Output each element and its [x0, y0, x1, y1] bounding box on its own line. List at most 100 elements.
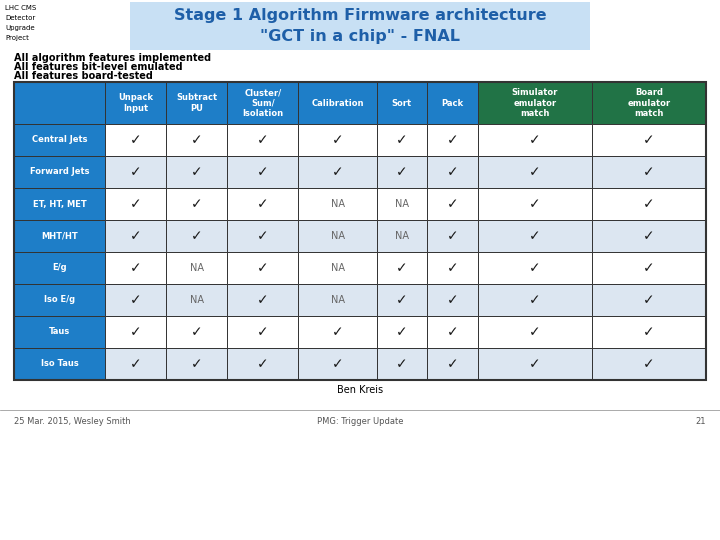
FancyBboxPatch shape — [14, 124, 105, 156]
Text: ✓: ✓ — [529, 293, 541, 307]
Text: ✓: ✓ — [130, 165, 142, 179]
FancyBboxPatch shape — [427, 188, 477, 220]
FancyBboxPatch shape — [298, 124, 377, 156]
FancyBboxPatch shape — [298, 220, 377, 252]
FancyBboxPatch shape — [227, 316, 298, 348]
FancyBboxPatch shape — [377, 188, 427, 220]
FancyBboxPatch shape — [298, 348, 377, 380]
Text: PMG: Trigger Update: PMG: Trigger Update — [317, 417, 403, 427]
Text: NA: NA — [395, 231, 409, 241]
FancyBboxPatch shape — [14, 156, 105, 188]
Text: ✓: ✓ — [643, 229, 654, 243]
FancyBboxPatch shape — [477, 124, 592, 156]
FancyBboxPatch shape — [427, 82, 477, 124]
Text: Ben Kreis: Ben Kreis — [337, 385, 383, 395]
FancyBboxPatch shape — [427, 220, 477, 252]
Text: Sort: Sort — [392, 98, 412, 107]
FancyBboxPatch shape — [298, 156, 377, 188]
FancyBboxPatch shape — [298, 252, 377, 284]
FancyBboxPatch shape — [14, 316, 105, 348]
Text: Forward Jets: Forward Jets — [30, 167, 89, 177]
Text: 21: 21 — [696, 417, 706, 427]
Text: ✓: ✓ — [446, 133, 458, 147]
FancyBboxPatch shape — [227, 284, 298, 316]
FancyBboxPatch shape — [477, 252, 592, 284]
Text: Detector: Detector — [5, 15, 35, 21]
FancyBboxPatch shape — [14, 82, 105, 124]
FancyBboxPatch shape — [477, 188, 592, 220]
Text: ✓: ✓ — [529, 357, 541, 371]
Text: ✓: ✓ — [446, 261, 458, 275]
FancyBboxPatch shape — [105, 252, 166, 284]
FancyBboxPatch shape — [477, 82, 592, 124]
Text: ✓: ✓ — [332, 357, 343, 371]
Text: ✓: ✓ — [446, 197, 458, 211]
Text: Iso E/g: Iso E/g — [44, 295, 75, 305]
FancyBboxPatch shape — [477, 284, 592, 316]
Text: 25 Mar. 2015, Wesley Smith: 25 Mar. 2015, Wesley Smith — [14, 417, 131, 427]
FancyBboxPatch shape — [592, 348, 706, 380]
FancyBboxPatch shape — [427, 124, 477, 156]
Text: ✓: ✓ — [446, 229, 458, 243]
FancyBboxPatch shape — [14, 348, 105, 380]
Text: ✓: ✓ — [130, 325, 142, 339]
Text: NA: NA — [189, 295, 204, 305]
Text: ✓: ✓ — [643, 325, 654, 339]
Text: Unpack
Input: Unpack Input — [118, 93, 153, 113]
FancyBboxPatch shape — [377, 252, 427, 284]
FancyBboxPatch shape — [105, 156, 166, 188]
FancyBboxPatch shape — [166, 188, 227, 220]
FancyBboxPatch shape — [14, 220, 105, 252]
Text: ✓: ✓ — [529, 133, 541, 147]
FancyBboxPatch shape — [14, 252, 105, 284]
Text: ✓: ✓ — [130, 133, 142, 147]
Text: ✓: ✓ — [191, 357, 202, 371]
Text: ✓: ✓ — [257, 261, 269, 275]
Text: ✓: ✓ — [529, 229, 541, 243]
FancyBboxPatch shape — [427, 252, 477, 284]
Text: All features bit-level emulated: All features bit-level emulated — [14, 62, 183, 72]
FancyBboxPatch shape — [14, 188, 105, 220]
FancyBboxPatch shape — [377, 156, 427, 188]
FancyBboxPatch shape — [477, 220, 592, 252]
FancyBboxPatch shape — [166, 124, 227, 156]
Text: ✓: ✓ — [130, 261, 142, 275]
Text: ✓: ✓ — [396, 325, 408, 339]
FancyBboxPatch shape — [377, 284, 427, 316]
FancyBboxPatch shape — [166, 252, 227, 284]
Text: ✓: ✓ — [257, 325, 269, 339]
Text: ✓: ✓ — [396, 261, 408, 275]
Text: ✓: ✓ — [130, 357, 142, 371]
Text: NA: NA — [189, 263, 204, 273]
Text: ✓: ✓ — [396, 357, 408, 371]
FancyBboxPatch shape — [592, 316, 706, 348]
FancyBboxPatch shape — [477, 316, 592, 348]
Text: ✓: ✓ — [257, 357, 269, 371]
FancyBboxPatch shape — [130, 2, 590, 50]
Text: Cluster/
Sum/
Isolation: Cluster/ Sum/ Isolation — [242, 88, 284, 118]
FancyBboxPatch shape — [377, 124, 427, 156]
FancyBboxPatch shape — [427, 284, 477, 316]
Text: ✓: ✓ — [529, 261, 541, 275]
FancyBboxPatch shape — [377, 220, 427, 252]
Text: ✓: ✓ — [396, 133, 408, 147]
Text: ✓: ✓ — [643, 293, 654, 307]
Text: ✓: ✓ — [396, 165, 408, 179]
Text: ✓: ✓ — [257, 133, 269, 147]
FancyBboxPatch shape — [227, 124, 298, 156]
Text: NA: NA — [330, 199, 344, 209]
FancyBboxPatch shape — [592, 284, 706, 316]
Text: Stage 1 Algorithm Firmware architecture: Stage 1 Algorithm Firmware architecture — [174, 8, 546, 23]
FancyBboxPatch shape — [427, 348, 477, 380]
FancyBboxPatch shape — [592, 188, 706, 220]
FancyBboxPatch shape — [166, 220, 227, 252]
Text: NA: NA — [330, 231, 344, 241]
Text: ✓: ✓ — [529, 197, 541, 211]
Text: ✓: ✓ — [643, 133, 654, 147]
Text: ✓: ✓ — [191, 325, 202, 339]
FancyBboxPatch shape — [227, 188, 298, 220]
Text: Iso Taus: Iso Taus — [41, 360, 78, 368]
Text: ✓: ✓ — [529, 325, 541, 339]
Text: Simulator
emulator
match: Simulator emulator match — [511, 88, 558, 118]
FancyBboxPatch shape — [166, 316, 227, 348]
